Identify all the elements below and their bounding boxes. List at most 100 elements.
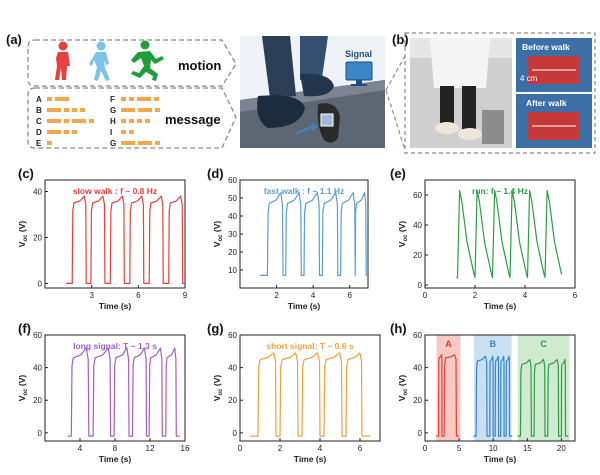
morse-letter: H	[110, 117, 116, 126]
y-tick-label: 10	[228, 266, 237, 275]
x-axis-label: Time (s)	[484, 454, 517, 464]
walking-person-icon	[55, 41, 70, 80]
y-tick-label: 20	[33, 233, 42, 242]
x-tick-label: 2	[274, 291, 279, 300]
x-tick-label: 2	[278, 444, 283, 453]
chart-annotation: long signal: T ~ 1.3 s	[73, 341, 157, 351]
y-tick-label: 20	[228, 396, 237, 405]
y-tick-label: 40	[33, 364, 42, 373]
panel-label-d: (d)	[207, 166, 224, 181]
chart-c: (c) 3 6 9 0 20 40 Time (s) Voc (V) slow walk : f …	[17, 166, 188, 311]
x-tick-label: 4	[78, 444, 83, 453]
x-tick-label: 16	[181, 444, 190, 453]
x-tick-label: 4	[523, 291, 528, 300]
plot-frame	[239, 334, 381, 442]
y-tick-label: 40	[413, 221, 422, 230]
series-line-C	[517, 358, 569, 437]
signal-label: Signal	[345, 49, 372, 59]
x-axis-label: Time (s)	[288, 301, 321, 311]
after-walk-photo: After walk	[516, 94, 592, 148]
morse-letter: G	[110, 106, 116, 115]
x-tick-label: 6	[573, 291, 578, 300]
y-tick-label: 60	[228, 176, 237, 185]
y-tick-label: 40	[413, 364, 422, 373]
y-tick-label: 60	[33, 331, 42, 340]
shoe-illustration: Signal	[240, 36, 385, 148]
panel-label-f: (f)	[18, 321, 31, 336]
morse-letter: E	[36, 139, 42, 148]
morse-letter: G	[110, 139, 116, 148]
panel-label-e: (e)	[390, 166, 406, 181]
plot-frame	[424, 179, 576, 289]
morse-letter: D	[36, 128, 42, 137]
x-tick-label: 9	[183, 291, 188, 300]
y-tick-label: 0	[233, 429, 238, 438]
y-axis-label: Voc (V)	[212, 375, 224, 402]
morse-letter: A	[36, 95, 42, 104]
arrow-icon	[296, 123, 318, 134]
series-line-f	[67, 347, 180, 437]
x-axis-label: Time (s)	[294, 454, 327, 464]
panel-label-c: (c)	[18, 166, 34, 181]
x-tick-label: 5	[457, 444, 462, 453]
x-tick-label: 0	[423, 444, 428, 453]
fast-walking-person-icon	[89, 41, 110, 81]
y-axis-label: Voc (V)	[17, 221, 29, 248]
monitor-icon	[345, 61, 373, 81]
plot-frame	[424, 334, 576, 442]
x-tick-label: 10	[489, 444, 498, 453]
region-label: A	[445, 339, 452, 349]
x-tick-label: 6	[136, 291, 141, 300]
y-tick-label: 20	[413, 396, 422, 405]
y-tick-label: 0	[418, 281, 423, 290]
x-tick-label: 2	[473, 291, 478, 300]
photo-box-border	[404, 32, 596, 154]
y-axis-label: Voc (V)	[17, 375, 29, 402]
y-tick-label: 0	[38, 279, 43, 288]
connector-bracket	[385, 55, 406, 151]
message-label: message	[165, 112, 221, 127]
x-tick-label: 6	[347, 291, 352, 300]
x-axis-label: Time (s)	[99, 454, 132, 464]
y-tick-label: 60	[228, 331, 237, 340]
after-walk-label: After walk	[526, 98, 567, 108]
y-tick-label: 60	[413, 191, 422, 200]
panel-b-label: (b)	[392, 32, 409, 47]
x-tick-label: 3	[89, 291, 94, 300]
region-label: C	[540, 339, 547, 349]
y-tick-label: 30	[228, 230, 237, 239]
chart-d: (d) 2 4 6 10 20 30 40 50 60 Time (s) Voc (V) fast wa…	[207, 166, 369, 311]
series-line-A	[435, 354, 460, 437]
y-tick-label: 0	[38, 429, 43, 438]
series-line-e	[456, 189, 563, 279]
series-line-d	[260, 192, 368, 276]
before-walk-label: Before walk	[522, 42, 570, 52]
panel-a-label: (a)	[6, 32, 22, 47]
y-axis-label: Voc (V)	[212, 221, 224, 248]
x-tick-label: 4	[311, 291, 316, 300]
y-tick-label: 0	[418, 429, 423, 438]
y-tick-label: 40	[33, 187, 42, 196]
message-box	[27, 87, 237, 149]
x-tick-label: 12	[146, 444, 155, 453]
panel-label-g: (g)	[207, 321, 224, 336]
y-tick-label: 40	[228, 212, 237, 221]
plot-frame	[44, 179, 186, 289]
x-tick-label: 6	[358, 444, 363, 453]
x-axis-label: Time (s)	[484, 301, 517, 311]
y-axis-label: Voc (V)	[397, 375, 409, 402]
panel-label-h: (h)	[390, 321, 407, 336]
motion-box	[27, 39, 237, 87]
y-tick-label: 40	[228, 364, 237, 373]
chart-h: (h) A B C 0 5 10 15 20 0 20 40 60 Time (s) Voc (V)	[390, 321, 576, 464]
morse-symbols	[47, 97, 160, 145]
chart-annotation: fast walk : f ~ 1.1 Hz	[264, 186, 345, 196]
morse-letter: F	[110, 95, 115, 104]
y-tick-label: 60	[413, 331, 422, 340]
chart-annotation: short signal: T ~ 0.6 s	[266, 341, 353, 351]
y-tick-label: 50	[228, 194, 237, 203]
region-label: B	[490, 339, 497, 349]
